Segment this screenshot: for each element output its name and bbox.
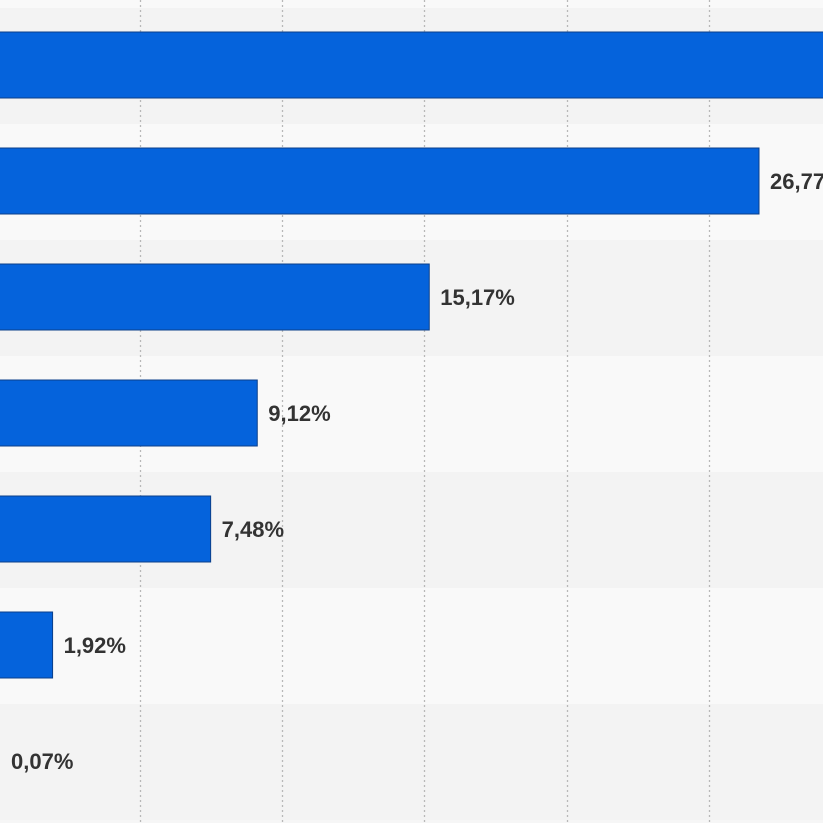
value-label: 9,12% bbox=[268, 401, 330, 426]
value-label: 26,77 bbox=[770, 169, 823, 194]
value-label: 0,07% bbox=[11, 749, 73, 774]
value-label: 15,17% bbox=[440, 285, 515, 310]
bar bbox=[0, 611, 54, 679]
bar bbox=[0, 379, 258, 447]
bar bbox=[0, 147, 760, 215]
bar bbox=[0, 31, 823, 99]
value-labels: 26,77 15,17% 9,12% 7,48% 1,92% 0,07% bbox=[11, 169, 823, 774]
bar bbox=[0, 495, 212, 563]
value-label: 7,48% bbox=[222, 517, 284, 542]
bars bbox=[0, 31, 823, 679]
bar bbox=[0, 263, 430, 331]
row-band bbox=[0, 704, 823, 820]
row-band bbox=[0, 588, 823, 704]
value-label: 1,92% bbox=[64, 633, 126, 658]
row-band-top bbox=[0, 0, 823, 8]
